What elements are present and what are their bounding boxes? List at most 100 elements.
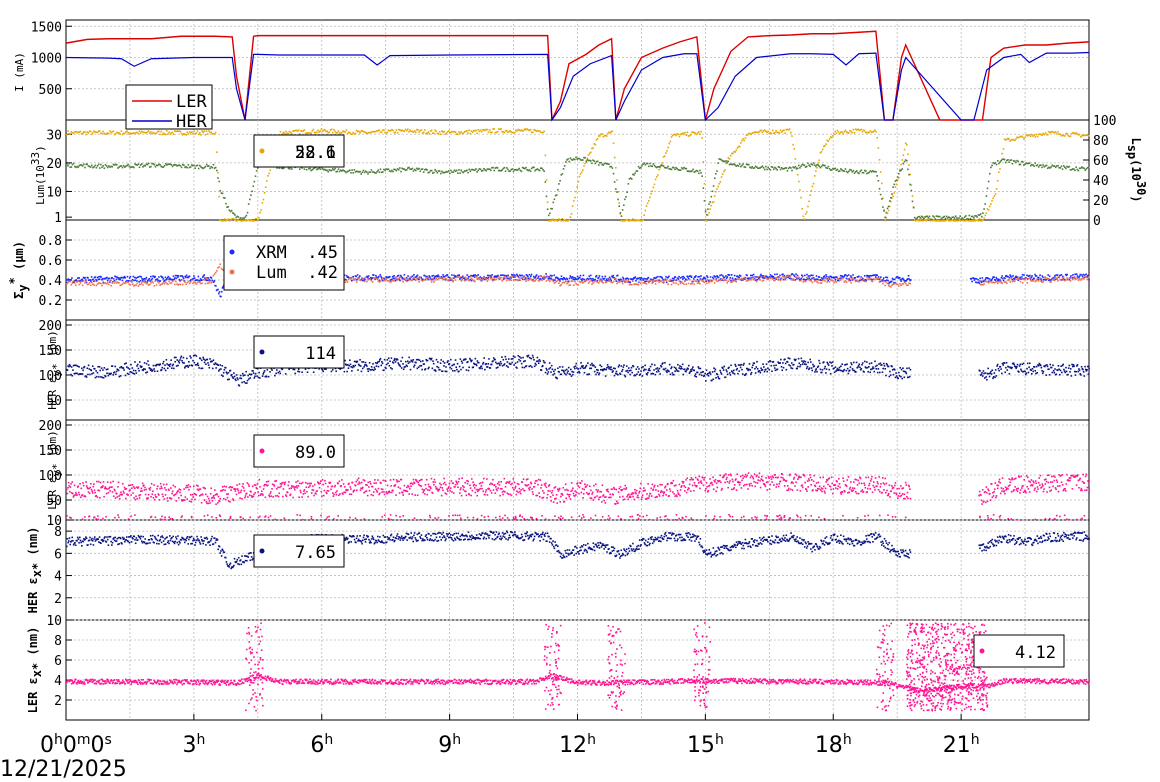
lum-point [584, 157, 586, 159]
sigma-lum-point [862, 278, 865, 281]
sigma-lum-point [510, 279, 513, 282]
sigma-lum-point [364, 276, 367, 279]
lum-point [911, 200, 914, 203]
sigma-lum-point [702, 280, 705, 283]
her_eps_y-point [440, 359, 443, 361]
lsp-point [836, 129, 839, 132]
lsp-point [867, 131, 869, 134]
sigma-lum-point [402, 281, 405, 283]
lum-point [287, 167, 290, 170]
lsp-point [991, 199, 993, 202]
lsp-point [620, 219, 623, 222]
sigma-lum-point [430, 281, 433, 283]
sigma-lum-point [679, 282, 682, 285]
lsp-point [1085, 134, 1088, 136]
lsp-point [213, 133, 216, 135]
lsp-point [242, 220, 244, 222]
sigma-lum-point [621, 282, 624, 285]
xrm-point [528, 274, 531, 276]
sigma-lum-point [833, 282, 835, 284]
lsp-point [1075, 132, 1077, 134]
xrm-point [125, 280, 128, 282]
lsp-point [517, 128, 519, 131]
sigma-lum-point [379, 280, 382, 283]
sigma-lum-point [807, 277, 809, 279]
lum-point [471, 168, 474, 171]
sigma-lum-point [122, 281, 125, 284]
lsp-point [761, 131, 764, 134]
lum-point [510, 168, 513, 171]
lsp-point [861, 130, 864, 133]
her_eps_y-point [235, 379, 237, 382]
lum-point [336, 170, 339, 173]
lum-point [143, 164, 145, 167]
lsp-point [466, 129, 468, 132]
lum-point [116, 163, 118, 166]
her_eps_y-point [636, 373, 638, 375]
her_eps_y-point [321, 368, 323, 370]
sigma-lum-point [363, 280, 366, 283]
xrm-point [839, 277, 841, 280]
lum-point [687, 170, 690, 172]
her_eps_y-point [366, 365, 368, 367]
lum-point [168, 163, 170, 165]
sigma-lum-point [1003, 281, 1006, 283]
lum-point [1038, 164, 1041, 167]
xrm-point [70, 279, 72, 281]
her_eps_y-point [197, 364, 200, 367]
xrm-point [100, 276, 102, 278]
sigma-lum-point [729, 281, 732, 283]
lum-point [495, 166, 498, 169]
xrm-point [909, 279, 912, 281]
xrm-point [839, 274, 842, 277]
lsp-point [551, 218, 553, 221]
lum-point [918, 215, 921, 218]
lum-point [759, 167, 761, 169]
lum-point [381, 171, 384, 173]
xrm-point [466, 274, 469, 276]
lsp-point [615, 166, 617, 169]
lsp-point [687, 135, 690, 137]
lsp-point [385, 132, 388, 135]
sigma-lum-point [1053, 279, 1056, 282]
lum-point [763, 168, 766, 171]
xrm-point [581, 278, 584, 280]
lum-point [94, 164, 97, 167]
lum-point [334, 167, 336, 170]
sigma-lum-point [200, 282, 202, 285]
xrm-point [1033, 277, 1036, 280]
sigma-lum-point [692, 280, 694, 282]
lum-point [956, 217, 958, 219]
sigma-lum-point [761, 280, 764, 282]
lum-point [567, 158, 569, 160]
lum-point [899, 170, 901, 172]
sigma-lum-point [574, 280, 576, 283]
sigma-lum-point [219, 263, 222, 266]
lsp-point [203, 130, 206, 132]
lsp-point [587, 154, 590, 156]
lsp-point [549, 220, 551, 222]
xrm-point [761, 276, 764, 279]
xrm-point [972, 277, 975, 280]
sigma-lum-point [783, 276, 785, 279]
xrm-point [95, 280, 98, 282]
xrm-point [128, 277, 131, 279]
xrm-point [440, 276, 443, 278]
her_eps_y-point [485, 362, 488, 365]
her_eps_y-point [383, 358, 386, 361]
xrm-point [730, 274, 733, 276]
sigma-lum-point [830, 279, 833, 282]
lum-point [101, 166, 103, 169]
xrm-point [1013, 278, 1016, 280]
her_eps_y-point [344, 359, 346, 362]
lum-point [743, 166, 746, 168]
xrm-point [454, 276, 456, 278]
sigma-lum-point [696, 282, 699, 285]
xrm-point [678, 275, 680, 278]
lum-point [604, 162, 607, 165]
xrm-point [87, 277, 89, 279]
lsp-point [252, 220, 255, 222]
lum-point [937, 215, 940, 218]
xrm-point [662, 278, 664, 281]
sigma-lum-point [1026, 281, 1029, 284]
